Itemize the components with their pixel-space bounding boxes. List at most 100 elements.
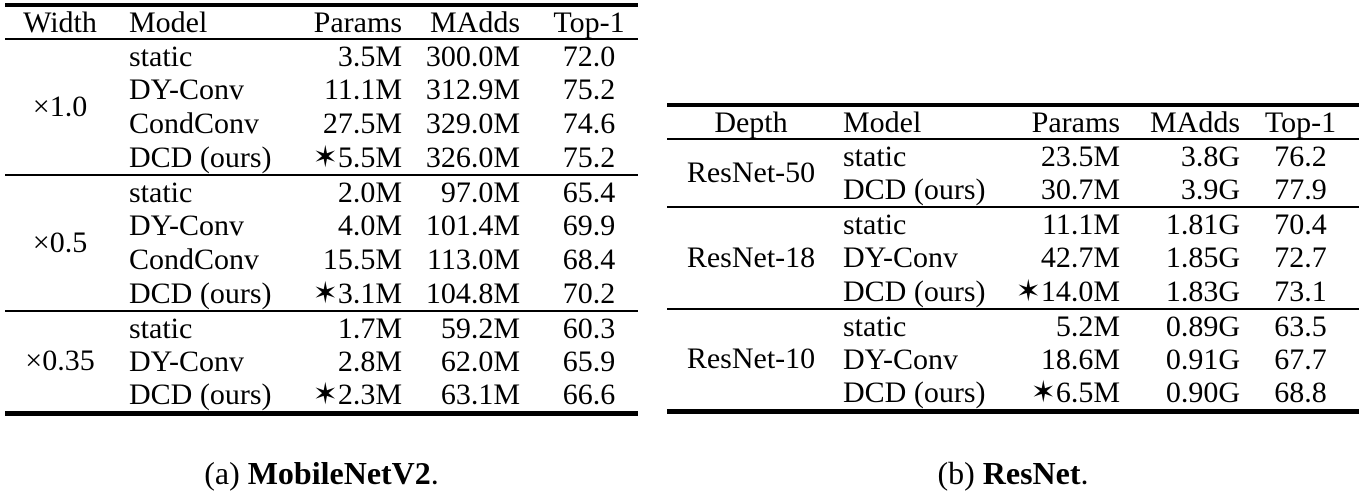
madds-cell: 101.4M <box>425 209 520 242</box>
model-cell: DCD (ours) <box>843 375 986 409</box>
madds-cell: 0.90G <box>1165 375 1240 409</box>
subfigure-a-caption: (a) MobileNetV2. <box>5 455 638 492</box>
header-row: Width Model Params MAdds Top-1 <box>5 5 638 39</box>
top1-cell: 72.7 <box>1274 241 1327 274</box>
table-row: DY-Conv 18.6M 0.91G 67.7 <box>667 343 1359 377</box>
row-group: ×0.5 static 2.0M 97.0M 65.4 DY-Conv 4.0M 101.4M… <box>5 175 638 311</box>
mobilenetv2-results-table: Width Model Params MAdds Top-1 ×1.0 static 3.5M… <box>5 3 638 416</box>
params-cell: 27.5M <box>322 107 402 140</box>
madds-cell: 59.2M <box>440 311 520 345</box>
caption-period: . <box>430 455 439 491</box>
column-header-madds: MAdds <box>1149 105 1240 139</box>
row-group: ResNet-18 static 11.1M 1.81G 70.4 DY-Conv 42.7… <box>667 207 1359 309</box>
caption-title: MobileNetV2 <box>247 455 431 491</box>
madds-cell: 300.0M <box>425 39 520 73</box>
top1-cell: 72.0 <box>562 39 616 73</box>
table-row: DY-Conv 11.1M 312.9M 75.2 <box>5 73 638 107</box>
table-header: Width Model Params MAdds Top-1 <box>5 5 638 39</box>
column-header-depth: Depth <box>714 105 788 139</box>
model-cell: static <box>843 139 907 173</box>
model-cell: DCD (ours) <box>129 140 272 174</box>
subfigure-b-caption: (b) ResNet. <box>667 455 1359 492</box>
madds-cell: 62.0M <box>440 345 520 378</box>
params-cell: 3.5M <box>337 39 402 73</box>
column-header-width: Width <box>23 5 97 39</box>
model-cell: DY-Conv <box>129 345 245 378</box>
params-cell: 15.5M <box>322 243 402 276</box>
params-cell: ✶6.5M <box>1030 375 1120 409</box>
caption-period: . <box>1080 455 1089 491</box>
group-label-cell: ResNet-10 <box>686 342 816 376</box>
table-row: DY-Conv 4.0M 101.4M 69.9 <box>5 209 638 243</box>
params-cell: 4.0M <box>337 209 402 242</box>
params-cell: 42.7M <box>1040 241 1120 274</box>
table-row: DCD (ours) ✶14.0M 1.83G 73.1 <box>667 275 1359 309</box>
params-cell: 5.2M <box>1055 309 1120 343</box>
madds-cell: 97.0M <box>440 175 520 209</box>
madds-cell: 63.1M <box>440 377 520 411</box>
table-row: DCD (ours) ✶3.1M 104.8M 70.2 <box>5 277 638 311</box>
params-cell: ✶3.1M <box>312 276 402 310</box>
top1-cell: 65.9 <box>562 345 616 378</box>
column-header-model: Model <box>843 105 922 139</box>
madds-cell: 329.0M <box>425 107 520 140</box>
madds-cell: 3.8G <box>1180 139 1240 173</box>
madds-cell: 1.83G <box>1165 274 1240 308</box>
table-row: DY-Conv 42.7M 1.85G 72.7 <box>667 241 1359 275</box>
params-cell: 11.1M <box>1041 207 1120 241</box>
subfigure-b-resnet: Depth Model Params MAdds Top-1 ResNet-50 stati… <box>667 103 1359 491</box>
column-header-top1: Top-1 <box>1264 105 1337 139</box>
model-cell: static <box>843 309 907 343</box>
madds-cell: 104.8M <box>425 276 520 310</box>
table-header: Depth Model Params MAdds Top-1 <box>667 105 1359 139</box>
model-cell: DCD (ours) <box>843 274 986 308</box>
header-row: Depth Model Params MAdds Top-1 <box>667 105 1359 139</box>
caption-title: ResNet <box>982 455 1081 491</box>
top1-cell: 70.4 <box>1274 207 1327 241</box>
model-cell: DCD (ours) <box>129 377 272 411</box>
table-row: ResNet-10 static 5.2M 0.89G 63.5 <box>667 309 1359 374</box>
column-header-top1: Top-1 <box>553 5 625 39</box>
params-cell: ✶5.5M <box>312 140 402 174</box>
madds-cell: 326.0M <box>425 140 520 174</box>
model-cell: DCD (ours) <box>129 276 272 310</box>
top1-cell: 65.4 <box>562 175 616 209</box>
params-cell: 11.1M <box>323 73 402 106</box>
top1-cell: 75.2 <box>562 73 616 106</box>
group-label-cell: ResNet-18 <box>686 241 816 274</box>
top1-cell: 69.9 <box>562 209 616 242</box>
row-group: ResNet-50 static 23.5M 3.8G 76.2 DCD (ours) 30… <box>667 139 1359 207</box>
model-cell: DCD (ours) <box>843 172 986 206</box>
top1-cell: 70.2 <box>562 276 616 310</box>
top1-cell: 76.2 <box>1274 139 1327 173</box>
table-row: DCD (ours) 30.7M 3.9G 77.9 <box>667 173 1359 207</box>
column-header-madds: MAdds <box>429 5 520 39</box>
madds-cell: 113.0M <box>426 243 520 276</box>
model-cell: DY-Conv <box>843 241 959 274</box>
model-cell: static <box>129 311 193 345</box>
resnet-results-table: Depth Model Params MAdds Top-1 ResNet-50 stati… <box>667 103 1359 414</box>
top1-cell: 66.6 <box>562 377 616 411</box>
madds-cell: 0.91G <box>1165 343 1240 376</box>
madds-cell: 312.9M <box>425 73 520 106</box>
params-cell: 30.7M <box>1040 172 1120 206</box>
group-label-cell: ×1.0 <box>32 90 88 123</box>
top1-cell: 63.5 <box>1274 309 1327 343</box>
row-group: ×0.35 static 1.7M 59.2M 60.3 DY-Conv 2.8M 62.0M… <box>5 311 638 413</box>
group-label-cell: ×0.35 <box>25 344 95 378</box>
table-row: DCD (ours) ✶2.3M 63.1M 66.6 <box>5 379 638 413</box>
model-cell: static <box>129 175 193 209</box>
table-row: CondConv 27.5M 329.0M 74.6 <box>5 107 638 141</box>
params-cell: 18.6M <box>1040 343 1120 376</box>
top1-cell: 74.6 <box>562 107 616 140</box>
table-row: DCD (ours) ✶5.5M 326.0M 75.2 <box>5 141 638 175</box>
table-row: DY-Conv 2.8M 62.0M 65.9 <box>5 345 638 379</box>
madds-cell: 3.9G <box>1180 172 1240 206</box>
params-cell: 2.0M <box>337 175 402 209</box>
top1-cell: 77.9 <box>1274 172 1327 206</box>
caption-index: (a) <box>204 455 240 491</box>
top1-cell: 67.7 <box>1274 343 1327 376</box>
madds-cell: 1.85G <box>1165 241 1240 274</box>
top1-cell: 68.4 <box>562 243 616 276</box>
column-header-params: Params <box>313 5 402 39</box>
